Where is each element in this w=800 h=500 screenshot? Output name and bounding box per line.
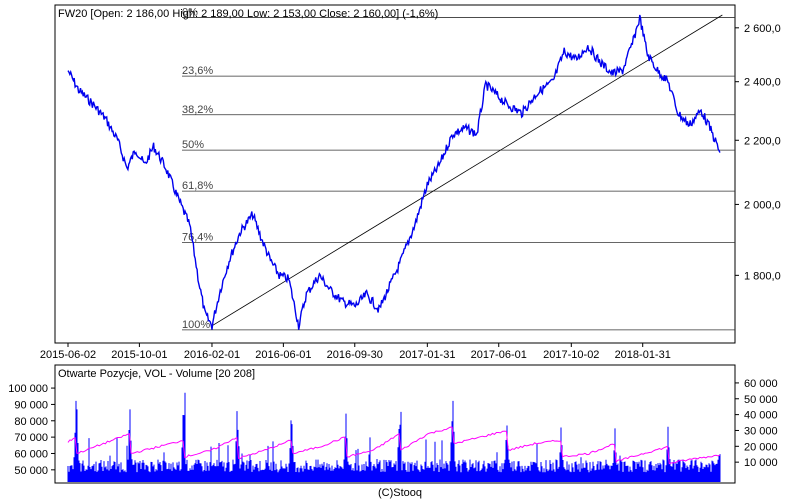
- price-panel-frame: [54, 4, 736, 344]
- volume-y-tick-label: 50 000: [744, 394, 778, 406]
- volume-y-tick-label: 20 000: [744, 441, 778, 453]
- volume-bars: [67, 392, 721, 482]
- fib-level-label: 61,8%: [182, 180, 213, 192]
- volume-right-axis: 60 000 50 000 40 000 30 000 20 000 10 000: [735, 378, 778, 469]
- price-x-axis: 2015-06-02 2015-10-01 2016-02-01 2016-06-01…: [40, 343, 671, 361]
- fib-level-label: 100%: [182, 319, 210, 331]
- price-series-line: [67, 14, 721, 330]
- fib-level-label: 23,6%: [182, 65, 213, 77]
- price-x-tick-label: 2016-09-30: [327, 349, 383, 361]
- volume-y-tick-label: 60 000: [744, 378, 778, 390]
- fib-level-label: 76,4%: [182, 231, 213, 243]
- price-x-tick-label: 2015-10-01: [111, 349, 167, 361]
- price-x-tick-label: 2017-06-01: [471, 349, 527, 361]
- fibonacci-levels: 0% 23,6% 38,2% 50% 61,8% 76,4% 100%: [182, 7, 735, 331]
- price-x-tick-label: 2016-06-01: [255, 349, 311, 361]
- oi-y-tick-label: 100 000: [8, 383, 48, 395]
- fib-level-label: 50%: [182, 139, 204, 151]
- volume-y-tick-label: 10 000: [744, 457, 778, 469]
- price-y-tick-label: 2 200,0: [744, 135, 781, 147]
- price-y-tick-label: 1 800,0: [744, 270, 781, 282]
- trend-line: [211, 14, 723, 327]
- oi-y-tick-label: 70 000: [14, 432, 48, 444]
- oi-y-tick-label: 60 000: [14, 448, 48, 460]
- oi-y-tick-label: 80 000: [14, 416, 48, 428]
- price-x-tick-label: 2015-06-02: [40, 349, 96, 361]
- volume-y-tick-label: 30 000: [744, 425, 778, 437]
- oi-y-tick-label: 90 000: [14, 399, 48, 411]
- open-interest-line: [67, 426, 721, 465]
- price-y-axis: 2 600,0 2 400,0 2 200,0 2 000,0 1 800,0: [735, 23, 781, 282]
- price-y-tick-label: 2 000,0: [744, 199, 781, 211]
- price-y-tick-label: 2 400,0: [744, 77, 781, 89]
- volume-chart-title: Otwarte Pozycje, VOL - Volume [20 208]: [58, 368, 255, 380]
- fib-level-label: 0%: [182, 7, 198, 19]
- price-chart-title: FW20 [Open: 2 186,00 High: 2 189,00 Low:…: [58, 8, 438, 20]
- copyright-footer: (C)Stooq: [378, 487, 422, 499]
- price-x-tick-label: 2017-01-31: [399, 349, 455, 361]
- oi-y-tick-label: 50 000: [14, 465, 48, 477]
- price-x-tick-label: 2017-10-02: [543, 349, 599, 361]
- open-interest-left-axis: 100 000 90 000 80 000 70 000 60 000 50 000: [8, 383, 55, 477]
- fib-level-label: 38,2%: [182, 104, 213, 116]
- price-x-tick-label: 2018-01-31: [615, 349, 671, 361]
- volume-y-tick-label: 40 000: [744, 410, 778, 422]
- price-y-tick-label: 2 600,0: [744, 23, 781, 35]
- price-x-tick-label: 2016-02-01: [184, 349, 240, 361]
